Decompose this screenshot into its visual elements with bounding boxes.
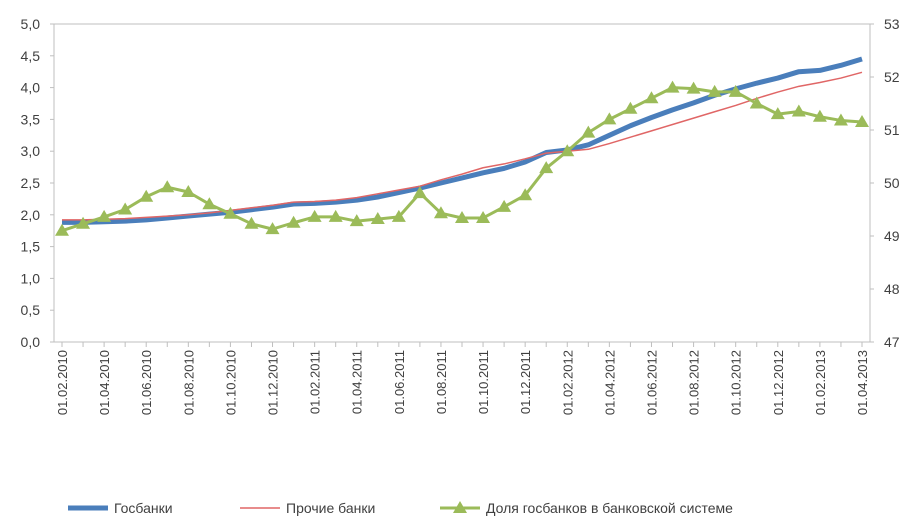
marker	[686, 81, 701, 94]
marker	[265, 222, 280, 235]
plot-frame	[53, 23, 871, 343]
x-tick-label: 01.02.2012	[560, 350, 575, 415]
x-tick-label: 01.04.2010	[97, 350, 112, 415]
y2-tick-label: 53	[884, 16, 900, 32]
marker	[139, 189, 154, 202]
y-tick-label: 2,0	[21, 207, 41, 223]
legend-marker	[453, 501, 467, 513]
y2-tick-label: 48	[884, 281, 900, 297]
y-tick-label: 3,5	[21, 111, 41, 127]
x-tick-label: 01.12.2010	[266, 350, 281, 415]
x-tick-label: 01.04.2012	[602, 350, 617, 415]
marker	[770, 107, 785, 120]
y2-tick-label: 47	[884, 334, 900, 350]
marker	[602, 112, 617, 125]
marker	[560, 144, 575, 157]
x-tick-label: 01.12.2011	[518, 350, 533, 414]
legend-label: Доля госбанков в банковской системе	[486, 500, 733, 516]
x-tick-label: 01.08.2011	[434, 350, 449, 414]
marker	[707, 84, 722, 97]
marker	[812, 109, 827, 122]
marker	[791, 104, 806, 117]
y-tick-label: 1,5	[21, 239, 41, 255]
y-tick-label: 2,5	[21, 175, 41, 191]
marker	[749, 96, 764, 109]
marker	[518, 188, 533, 201]
series-line	[61, 86, 863, 233]
y-tick-label: 0,0	[21, 334, 41, 350]
y2-tick-label: 52	[884, 69, 900, 85]
marker	[349, 214, 364, 227]
marker	[644, 91, 659, 104]
marker	[833, 113, 848, 126]
x-tick-label: 01.06.2012	[644, 350, 659, 415]
marker	[455, 210, 469, 223]
y-tick-label: 4,0	[21, 80, 41, 96]
marker	[665, 80, 680, 93]
legend-label: Прочие банки	[286, 500, 375, 516]
y-tick-label: 0,5	[21, 302, 41, 318]
marker	[539, 161, 554, 174]
marker	[623, 101, 638, 114]
marker	[181, 185, 196, 198]
x-tick-label: 01.02.2013	[813, 350, 828, 415]
marker	[97, 209, 112, 222]
marker	[328, 209, 343, 222]
x-tick-label: 01.04.2011	[350, 350, 365, 414]
marker	[118, 202, 133, 215]
series-line	[62, 71, 863, 221]
x-tick-label: 01.02.2011	[308, 350, 323, 414]
y-tick-label: 3,0	[21, 143, 41, 159]
x-tick-label: 01.10.2010	[223, 350, 238, 415]
x-tick-label: 01.06.2010	[139, 350, 154, 415]
marker	[370, 212, 385, 225]
legend-label: Госбанки	[114, 500, 173, 516]
marker	[433, 206, 448, 219]
marker	[55, 223, 69, 236]
marker	[497, 199, 512, 212]
x-tick-label: 01.02.2010	[55, 350, 70, 415]
marker	[160, 180, 175, 193]
y-tick-label: 5,0	[21, 16, 41, 32]
marker	[223, 206, 238, 219]
y2-tick-label: 49	[884, 228, 900, 244]
x-tick-label: 01.08.2012	[687, 350, 702, 415]
marker	[244, 216, 259, 229]
marker	[476, 210, 491, 223]
y-tick-label: 4,5	[21, 48, 41, 64]
marker	[581, 125, 596, 138]
marker	[286, 215, 301, 228]
marker	[76, 216, 91, 229]
x-tick-label: 01.04.2013	[855, 350, 870, 415]
x-tick-label: 01.10.2011	[476, 350, 491, 414]
x-tick-label: 01.08.2010	[181, 350, 196, 415]
x-tick-label: 01.10.2012	[729, 350, 744, 415]
marker	[202, 197, 217, 210]
marker	[391, 209, 406, 222]
x-tick-label: 01.06.2011	[392, 350, 407, 414]
y2-tick-label: 51	[884, 122, 900, 138]
marker	[307, 209, 322, 222]
marker	[728, 84, 743, 97]
marker	[412, 186, 427, 199]
series-line	[62, 56, 863, 225]
y2-tick-label: 50	[884, 175, 900, 191]
x-tick-label: 01.12.2012	[771, 350, 786, 415]
marker	[855, 115, 869, 128]
y-tick-label: 1,0	[21, 270, 41, 286]
